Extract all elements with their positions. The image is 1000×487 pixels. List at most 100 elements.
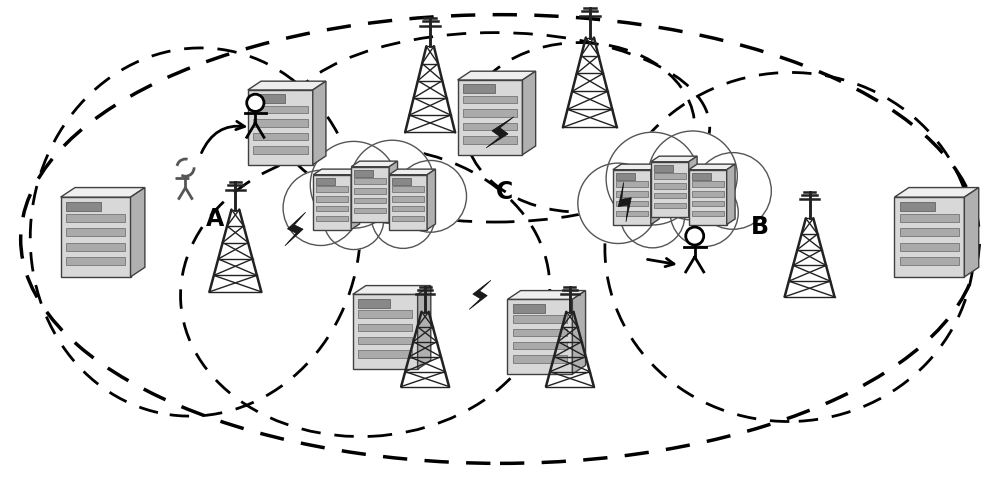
Bar xyxy=(654,183,686,188)
Bar xyxy=(316,178,335,185)
Bar xyxy=(513,329,567,336)
Bar xyxy=(358,351,412,358)
Polygon shape xyxy=(458,80,522,155)
Bar xyxy=(692,201,724,206)
Bar xyxy=(463,109,517,116)
Polygon shape xyxy=(894,197,964,277)
Polygon shape xyxy=(313,175,351,229)
Circle shape xyxy=(648,131,737,220)
Bar xyxy=(253,119,308,127)
Bar xyxy=(392,186,424,192)
Polygon shape xyxy=(131,187,145,277)
Bar xyxy=(513,304,545,313)
Circle shape xyxy=(395,161,467,232)
Bar xyxy=(253,94,285,103)
Polygon shape xyxy=(727,164,735,225)
Bar xyxy=(900,202,935,211)
Polygon shape xyxy=(689,169,727,225)
Circle shape xyxy=(177,159,194,176)
Circle shape xyxy=(606,132,699,225)
Polygon shape xyxy=(353,285,431,294)
Circle shape xyxy=(310,141,397,228)
Polygon shape xyxy=(351,167,389,222)
Bar xyxy=(358,310,412,318)
Polygon shape xyxy=(507,291,586,300)
Circle shape xyxy=(247,94,264,112)
Bar xyxy=(354,198,386,204)
Polygon shape xyxy=(248,81,326,90)
Polygon shape xyxy=(651,156,697,162)
Bar xyxy=(692,181,724,187)
Bar xyxy=(692,173,711,180)
Bar xyxy=(900,257,959,265)
Bar xyxy=(654,165,673,171)
Polygon shape xyxy=(351,161,398,167)
Bar xyxy=(253,106,308,113)
Bar xyxy=(316,186,348,192)
Bar xyxy=(900,243,959,251)
Bar xyxy=(354,170,373,177)
Bar xyxy=(316,196,348,202)
Polygon shape xyxy=(285,212,306,246)
Bar xyxy=(513,315,567,322)
Bar xyxy=(463,84,495,94)
Polygon shape xyxy=(522,71,536,155)
Circle shape xyxy=(670,179,738,246)
Bar xyxy=(354,188,386,194)
Polygon shape xyxy=(351,169,360,229)
Bar xyxy=(463,136,517,144)
Circle shape xyxy=(283,170,358,245)
Bar xyxy=(66,214,125,222)
Bar xyxy=(616,181,648,187)
Polygon shape xyxy=(389,161,398,222)
Polygon shape xyxy=(458,71,536,80)
Polygon shape xyxy=(964,187,979,277)
Polygon shape xyxy=(389,169,435,175)
Bar xyxy=(358,299,390,308)
Bar xyxy=(513,342,567,350)
Bar xyxy=(616,173,635,180)
Bar xyxy=(392,196,424,202)
Text: A: A xyxy=(206,207,225,231)
Polygon shape xyxy=(618,182,631,222)
Circle shape xyxy=(324,189,384,249)
Bar xyxy=(692,191,724,197)
Polygon shape xyxy=(313,81,326,165)
Bar xyxy=(354,208,386,213)
Bar xyxy=(253,146,308,153)
Bar xyxy=(900,214,959,222)
Polygon shape xyxy=(389,175,427,229)
Bar xyxy=(66,243,125,251)
Bar xyxy=(392,216,424,221)
Bar xyxy=(66,228,125,236)
Text: B: B xyxy=(751,215,769,239)
Polygon shape xyxy=(572,291,586,374)
Polygon shape xyxy=(613,169,651,225)
Bar xyxy=(463,123,517,130)
Bar xyxy=(66,257,125,265)
Polygon shape xyxy=(427,169,435,229)
Bar xyxy=(316,216,348,221)
Polygon shape xyxy=(248,90,313,165)
Bar xyxy=(654,193,686,199)
Bar xyxy=(616,191,648,197)
Circle shape xyxy=(371,185,435,248)
Bar xyxy=(354,178,386,184)
Polygon shape xyxy=(418,285,431,369)
Polygon shape xyxy=(353,294,418,369)
Circle shape xyxy=(695,152,771,229)
Polygon shape xyxy=(61,187,145,197)
Polygon shape xyxy=(894,187,979,197)
Bar xyxy=(692,211,724,216)
Polygon shape xyxy=(61,197,131,277)
Bar xyxy=(513,356,567,363)
Bar xyxy=(358,337,412,344)
Text: C: C xyxy=(496,180,514,204)
Polygon shape xyxy=(613,164,659,169)
Bar xyxy=(253,132,308,140)
Polygon shape xyxy=(689,164,735,169)
Bar xyxy=(654,203,686,208)
Circle shape xyxy=(686,227,704,245)
Circle shape xyxy=(578,163,658,244)
Bar xyxy=(358,323,412,331)
